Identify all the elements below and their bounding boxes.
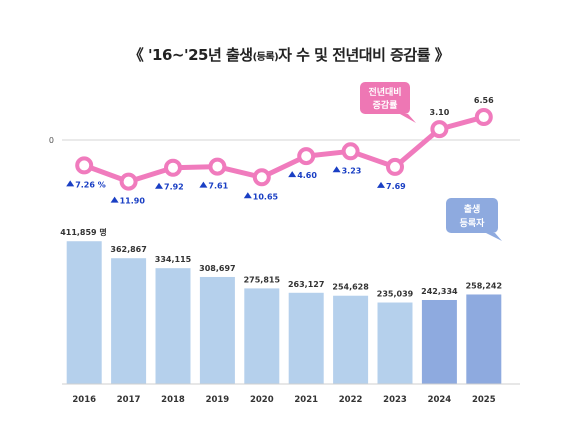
line-legend-box bbox=[360, 82, 410, 114]
decrease-triangle-icon bbox=[66, 180, 75, 187]
bar-legend-label: 등록자 bbox=[460, 217, 486, 229]
decrease-triangle-icon bbox=[332, 166, 341, 173]
line-value-label: 7.26 % bbox=[75, 180, 106, 189]
bar-2024 bbox=[421, 299, 457, 384]
line-point-2016 bbox=[75, 156, 94, 175]
line-value-label: 7.69 bbox=[386, 182, 406, 191]
line-value-label: 3.10 bbox=[430, 108, 450, 117]
line-point-2024 bbox=[430, 120, 449, 139]
line-legend-label: 전년대비 bbox=[368, 86, 401, 98]
x-tick-label: 2020 bbox=[250, 395, 274, 405]
x-tick-label: 2021 bbox=[294, 395, 318, 405]
line-point-2022 bbox=[341, 142, 360, 161]
x-tick-label: 2019 bbox=[206, 395, 230, 405]
x-tick-label: 2025 bbox=[472, 395, 496, 405]
bar-2022 bbox=[333, 295, 369, 384]
decrease-triangle-icon bbox=[155, 182, 163, 189]
title-suffix: 자 수 및 전년대비 증감률 》 bbox=[278, 46, 450, 64]
bar-value-label: 275,815 bbox=[244, 275, 281, 284]
bar-value-label: 362,867 bbox=[110, 245, 146, 254]
title-prefix: 《 '16~'25년 출생 bbox=[128, 46, 253, 64]
bar-value-label: 334,115 bbox=[155, 255, 192, 264]
line-value-label: 10.65 bbox=[253, 192, 279, 201]
line-point-2018 bbox=[164, 158, 182, 177]
x-tick-label: 2024 bbox=[428, 395, 452, 405]
bar-2017 bbox=[111, 258, 147, 384]
decrease-triangle-icon bbox=[243, 192, 252, 199]
line-value-label: 7.61 bbox=[208, 182, 228, 191]
bar-value-label: 258,242 bbox=[466, 281, 502, 290]
decrease-triangle-icon bbox=[110, 196, 119, 203]
line-point-2020 bbox=[252, 168, 271, 187]
bar-2025 bbox=[466, 294, 502, 384]
x-tick-label: 2016 bbox=[72, 395, 96, 405]
bar-2020 bbox=[244, 288, 280, 384]
bar-value-label: 235,039 bbox=[377, 290, 414, 299]
line-value-label: 6.56 bbox=[474, 96, 494, 105]
line-value-label: 4.60 bbox=[297, 171, 317, 180]
line-point-2019 bbox=[208, 157, 227, 176]
decrease-triangle-icon bbox=[288, 171, 297, 178]
x-tick-label: 2022 bbox=[339, 395, 363, 405]
bar-2021 bbox=[288, 292, 324, 384]
line-point-2017 bbox=[119, 172, 138, 191]
line-value-label: 11.90 bbox=[120, 197, 146, 206]
bar-value-label: 263,127 bbox=[288, 280, 324, 289]
chart-title: 《 '16~'25년 출생(등록)자 수 및 전년대비 증감률 》 bbox=[0, 44, 578, 65]
bar-value-label: 308,697 bbox=[199, 264, 235, 273]
bar-legend-pointer bbox=[486, 233, 502, 241]
line-legend-pointer bbox=[400, 114, 416, 123]
x-tick-label: 2023 bbox=[383, 395, 407, 405]
line-series bbox=[81, 114, 487, 185]
line-value-label: 7.92 bbox=[164, 183, 184, 192]
bar-value-label: 254,628 bbox=[332, 283, 369, 292]
line-zero-label: 0 bbox=[49, 136, 54, 145]
decrease-triangle-icon bbox=[199, 181, 208, 188]
bar-2023 bbox=[377, 302, 413, 384]
bar-2016 bbox=[66, 241, 102, 384]
line-point-2023 bbox=[386, 157, 404, 176]
line-point-2021 bbox=[297, 147, 316, 166]
bar-legend-box bbox=[446, 198, 498, 233]
decrease-triangle-icon bbox=[377, 181, 385, 188]
bar-value-label: 242,334 bbox=[421, 287, 458, 296]
line-value-label: 3.23 bbox=[342, 166, 362, 175]
x-tick-label: 2018 bbox=[161, 395, 185, 405]
line-legend-label: 증감률 bbox=[373, 99, 398, 111]
bar-value-label: 411,859 명 bbox=[60, 227, 107, 237]
line-point-2025 bbox=[474, 108, 493, 127]
bar-legend-label: 출생 bbox=[464, 203, 481, 215]
bar-2019 bbox=[199, 276, 235, 384]
bar-2018 bbox=[155, 268, 191, 384]
title-small: (등록) bbox=[252, 52, 279, 63]
x-tick-label: 2017 bbox=[117, 395, 141, 405]
